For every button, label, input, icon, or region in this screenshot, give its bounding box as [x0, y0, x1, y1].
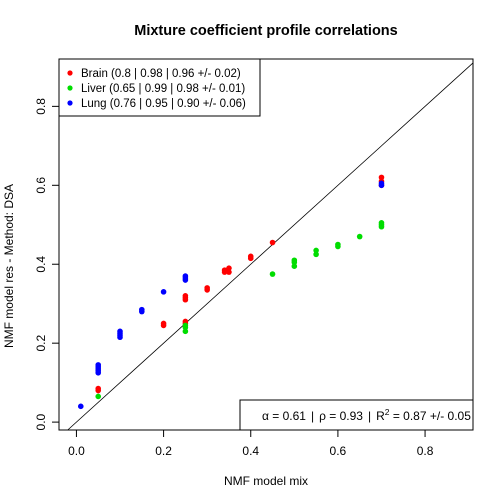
- legend-label-lung: Lung (0.76 | 0.95 | 0.90 +/- 0.06): [81, 98, 246, 110]
- axis-ticks: 0.0 0.2 0.4 0.6 0.8 0.0 0.2 0.4 0.6 0.8: [34, 98, 434, 458]
- y-axis-label: NMF model res - Method: DSA: [2, 184, 16, 348]
- data-point-brain: [204, 285, 210, 291]
- data-point-brain: [160, 320, 167, 327]
- x-tick-label: 0.2: [155, 444, 172, 458]
- y-tick-label: 0.8: [34, 98, 48, 115]
- data-point-liver: [291, 263, 298, 270]
- data-point-lung: [77, 403, 84, 410]
- legend-box: [58, 58, 261, 117]
- data-point-liver: [356, 233, 363, 240]
- data-point-brain: [378, 174, 385, 181]
- stats-box: α = 0.61 | ρ = 0.93 | R2 = 0.87 +/- 0.05: [239, 399, 474, 431]
- legend-marker-liver: [67, 85, 73, 91]
- data-point-liver: [182, 322, 189, 329]
- stats-r2-superscript: 2: [385, 407, 390, 417]
- x-tick-label: 0.0: [68, 444, 85, 458]
- stats-rho: ρ = 0.93: [319, 409, 363, 423]
- y-tick-label: 0.4: [34, 256, 48, 273]
- stats-box-frame: [239, 399, 474, 431]
- x-tick-label: 0.4: [242, 444, 259, 458]
- data-point-liver: [313, 247, 319, 254]
- data-point-brain: [269, 239, 276, 246]
- data-point-liver: [313, 251, 319, 258]
- data-point-brain: [226, 265, 232, 271]
- x-axis-label: NMF model mix: [224, 474, 308, 488]
- data-point-brain: [95, 385, 102, 392]
- data-point-liver: [182, 328, 189, 335]
- y-tick-label: 0.6: [34, 177, 48, 194]
- legend-label-brain: Brain (0.8 | 0.98 | 0.96 +/- 0.02): [81, 68, 241, 80]
- data-point-brain: [226, 269, 232, 275]
- y-tick-label: 0.0: [34, 413, 48, 430]
- x-tick-label: 0.6: [330, 444, 347, 458]
- stats-separator-2: |: [368, 409, 371, 423]
- data-point-lung: [117, 328, 123, 335]
- stats-separator-1: |: [311, 409, 314, 423]
- legend-label-liver: Liver (0.65 | 0.99 | 0.98 +/- 0.01): [81, 83, 245, 95]
- x-tick-label: 0.8: [417, 444, 434, 458]
- data-point-brain: [182, 293, 189, 299]
- data-point-liver: [335, 241, 341, 248]
- data-points: [77, 174, 385, 410]
- data-point-brain: [247, 253, 254, 260]
- data-point-lung: [95, 362, 102, 368]
- data-point-brain: [221, 269, 228, 275]
- legend-marker-brain: [67, 70, 73, 76]
- stats-r2-prefix: R: [376, 409, 385, 423]
- data-point-liver: [291, 257, 298, 264]
- data-point-lung: [182, 273, 189, 279]
- data-point-liver: [378, 219, 385, 226]
- legend-marker-lung: [67, 100, 73, 106]
- data-point-lung: [378, 180, 385, 187]
- data-point-lung: [160, 289, 167, 295]
- chart-title: Mixture coefficient profile correlations: [134, 23, 397, 39]
- data-point-lung: [139, 306, 145, 313]
- identity-reference-line: [67, 62, 474, 431]
- data-point-liver: [269, 271, 276, 277]
- stats-r2-value: = 0.87 +/- 0.05: [389, 409, 471, 423]
- stats-text: α = 0.61 | ρ = 0.93 | R2 = 0.87 +/- 0.05: [262, 407, 471, 423]
- y-tick-label: 0.2: [34, 335, 48, 352]
- stats-alpha: α = 0.61: [262, 409, 306, 423]
- data-point-liver: [95, 393, 102, 400]
- legend: Brain (0.8 | 0.98 | 0.96 +/- 0.02) Liver…: [58, 58, 261, 117]
